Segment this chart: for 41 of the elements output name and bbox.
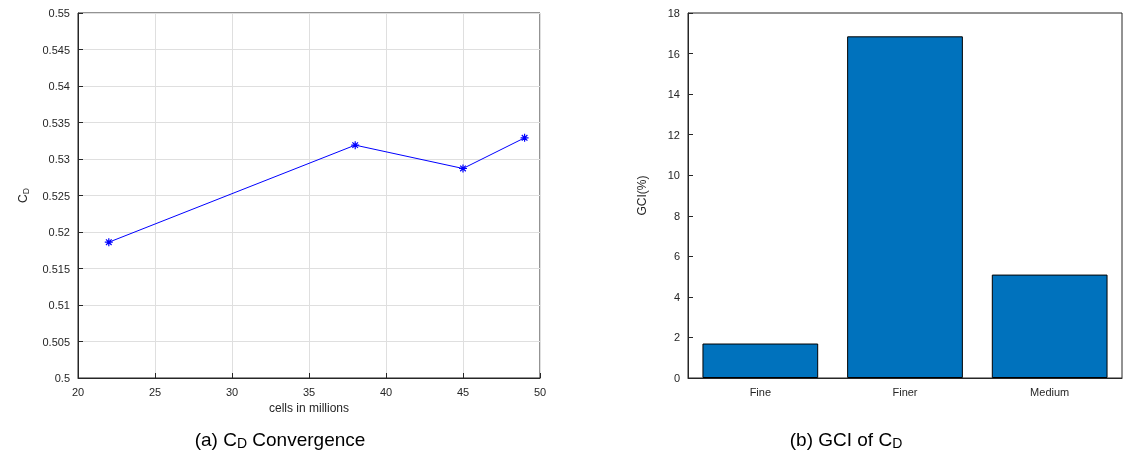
y-tick-label: 0.54	[48, 80, 70, 92]
y-tick-label: 10	[667, 169, 680, 182]
y-tick-label: 0.515	[42, 262, 70, 275]
y-axis-title: CD	[16, 188, 31, 203]
y-tick-label: 0.525	[42, 189, 70, 202]
x-tick-label: 25	[148, 385, 162, 398]
y-tick-label: 6	[673, 250, 680, 263]
y-tick-label: 0.55	[48, 7, 70, 19]
bar	[847, 36, 963, 378]
x-tick-label: 45	[456, 385, 470, 398]
y-tick-label: 0.53	[48, 153, 70, 165]
point	[520, 133, 530, 143]
x-tick-label: 50	[533, 385, 547, 398]
x-tick-label: Medium	[1030, 385, 1070, 398]
x-tick-label: Fine	[749, 385, 772, 398]
x-tick-label: 40	[379, 385, 393, 398]
y-tick-label: 0	[673, 372, 680, 384]
y-tick-label: 0.505	[42, 335, 70, 348]
point	[350, 140, 360, 150]
bar	[991, 274, 1108, 378]
y-axis-title: GCI(%)	[635, 175, 649, 216]
y-tick-label: 16	[667, 47, 680, 60]
y-tick-label: 0.52	[48, 226, 70, 238]
x-tick-label: 20	[71, 385, 85, 398]
x-axis-title: cells in millions	[268, 400, 350, 415]
bar	[702, 343, 819, 378]
x-tick-label: 35	[302, 385, 316, 398]
y-tick-label: 8	[673, 209, 680, 222]
y-tick-label: 12	[667, 128, 680, 141]
point	[104, 237, 114, 247]
x-tick-label: Finer	[892, 385, 918, 398]
y-tick-label: 0.5	[54, 372, 70, 384]
x-tick-label: 30	[225, 385, 239, 398]
y-tick-label: 0.51	[48, 299, 70, 311]
y-tick-label: 2	[673, 331, 680, 344]
point	[458, 163, 468, 174]
y-tick-label: 14	[667, 88, 680, 101]
y-tick-label: 18	[667, 7, 680, 19]
y-tick-label: 0.545	[42, 43, 70, 56]
y-tick-label: 4	[673, 290, 680, 303]
y-tick-label: 0.535	[42, 116, 70, 129]
